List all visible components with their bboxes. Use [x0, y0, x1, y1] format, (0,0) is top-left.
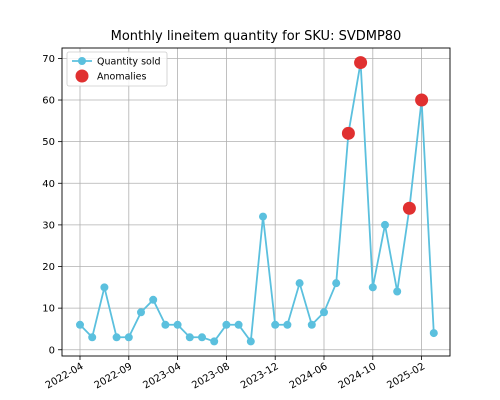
quantity-point-8	[173, 320, 182, 329]
quantity-point-7	[161, 320, 170, 329]
quantity-point-10	[198, 333, 206, 342]
quantity-point-19	[307, 320, 316, 329]
anomaly-point-3	[415, 93, 429, 107]
x-tick-label-2: 2023-04	[141, 361, 183, 391]
legend-quantity-marker	[78, 57, 86, 65]
quantity-point-25	[381, 220, 389, 229]
quantity-point-9	[185, 333, 194, 342]
quantity-point-18	[295, 279, 304, 288]
x-tick-label-3: 2023-08	[190, 361, 232, 391]
quantity-point-29	[429, 329, 438, 338]
quantity-point-24	[368, 283, 377, 292]
quantity-point-2	[100, 283, 109, 292]
quantity-point-26	[393, 287, 402, 296]
legend: Quantity sold Anomalies	[66, 51, 168, 87]
legend-quantity-label: Quantity sold	[97, 57, 161, 68]
quantity-point-21	[332, 279, 341, 288]
x-tick-label-0: 2022-04	[44, 361, 86, 391]
x-tick-label-7: 2025-02	[385, 361, 427, 391]
plot-area-frame	[61, 47, 451, 357]
y-tick-label-6: 60	[42, 96, 55, 107]
quantity-point-3	[112, 333, 121, 342]
grid	[62, 48, 450, 356]
x-tick-label-6: 2024-10	[337, 361, 379, 391]
quantity-point-0	[76, 320, 84, 329]
quantity-point-5	[137, 308, 145, 317]
quantity-point-4	[124, 333, 133, 342]
y-tick-label-3: 30	[42, 220, 55, 231]
anomaly-point-2	[402, 201, 416, 215]
anomaly-point-1	[354, 56, 368, 70]
y-tick-label-1: 10	[42, 304, 55, 315]
series-line-group	[79, 62, 435, 344]
quantity-point-16	[271, 320, 280, 329]
x-tick-label-4: 2023-12	[239, 361, 281, 391]
legend-anomaly-label: Anomalies	[97, 72, 147, 83]
x-tick-label-1: 2022-09	[93, 361, 135, 391]
quantity-point-17	[283, 320, 292, 329]
quantity-point-12	[222, 320, 231, 329]
quantity-line	[79, 62, 435, 344]
quantity-point-6	[149, 295, 158, 304]
y-tick-label-4: 40	[42, 179, 55, 190]
chart-title: Monthly lineitem quantity for SKU: SVDMP…	[111, 29, 402, 44]
quantity-point-11	[210, 337, 219, 346]
y-axis: 0 10 20 30 40 50 60 70	[42, 54, 62, 356]
points-group	[76, 58, 438, 346]
y-tick-label-7: 70	[42, 54, 55, 65]
y-tick-label-5: 50	[42, 137, 55, 148]
legend-anomaly-marker	[75, 69, 89, 83]
quantity-point-15	[259, 212, 267, 221]
y-tick-label-2: 20	[42, 262, 55, 273]
anomalies-group	[341, 56, 429, 215]
quantity-point-1	[88, 333, 97, 342]
y-tick-label-0: 0	[49, 345, 55, 356]
x-axis: 2022-04 2022-09 2023-04 2023-08 2023-12 2024-…	[44, 356, 427, 391]
quantity-point-14	[246, 337, 255, 346]
quantity-point-13	[234, 320, 243, 329]
anomaly-point-0	[341, 126, 355, 140]
x-tick-label-5: 2024-06	[288, 361, 330, 391]
quantity-point-20	[320, 308, 328, 317]
